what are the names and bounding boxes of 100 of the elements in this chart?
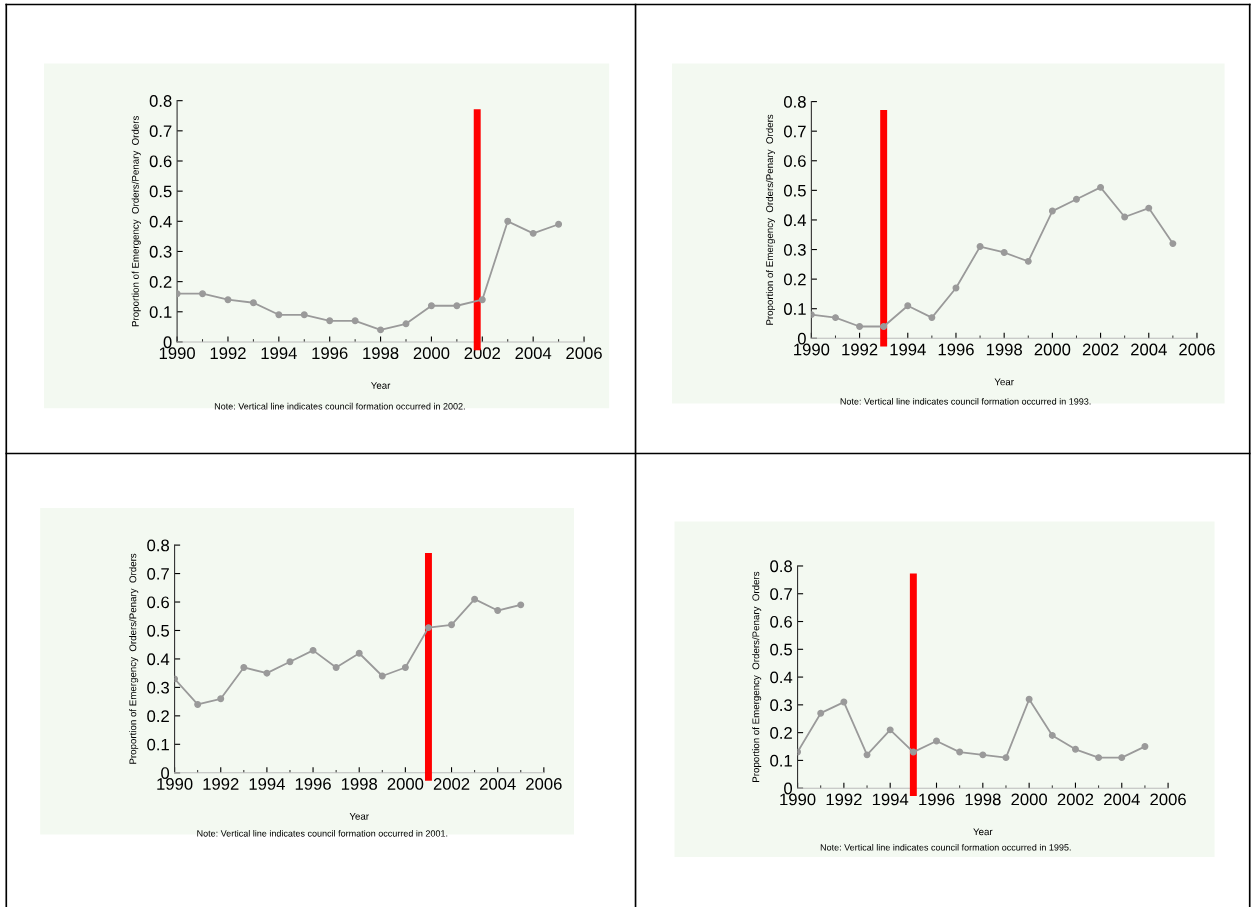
point bbox=[355, 649, 363, 657]
x-tick-label: 1996 bbox=[295, 778, 331, 790]
point bbox=[1169, 240, 1177, 248]
point bbox=[517, 601, 525, 609]
point bbox=[1000, 249, 1008, 256]
x-tick-label: 2002 bbox=[433, 778, 470, 790]
y-tick-label: 0.1 bbox=[147, 738, 169, 751]
y-tick-label: 0.5 bbox=[147, 624, 170, 637]
x-tick-label: 2004 bbox=[479, 778, 516, 790]
x-tick-label: 1994 bbox=[261, 347, 297, 360]
point bbox=[863, 751, 871, 759]
y-tick-label: 0.8 bbox=[149, 95, 172, 107]
y-tick-label: 0.7 bbox=[149, 125, 172, 138]
point bbox=[401, 663, 409, 671]
y-tick-label: 0.1 bbox=[784, 303, 806, 315]
x-tick-label: 1990 bbox=[159, 347, 195, 360]
y-tick-label: 0.3 bbox=[149, 245, 172, 258]
point bbox=[904, 302, 912, 310]
point bbox=[300, 311, 308, 319]
y-tick-label: 0.7 bbox=[784, 125, 806, 138]
y-tick-label: 0.4 bbox=[149, 215, 172, 228]
y-axis-title: Proportion of Emergency Orders/Penary Orders bbox=[765, 114, 776, 325]
y-tick-label: 0.2 bbox=[770, 727, 792, 739]
point bbox=[928, 314, 936, 322]
point bbox=[1141, 743, 1149, 750]
x-tick-label: 1992 bbox=[826, 793, 862, 806]
x-axis-title: Year bbox=[349, 812, 369, 820]
point bbox=[377, 326, 385, 334]
point bbox=[478, 296, 486, 304]
point bbox=[199, 290, 207, 298]
point bbox=[378, 672, 386, 680]
y-tick-label: 0.1 bbox=[770, 754, 792, 767]
point bbox=[448, 621, 456, 629]
y-tick-label: 0.6 bbox=[770, 615, 792, 628]
x-tick-label: 1992 bbox=[210, 347, 246, 360]
x-tick-label: 1994 bbox=[249, 778, 285, 790]
x-axis-title: Year bbox=[973, 828, 993, 836]
point bbox=[1097, 183, 1105, 191]
point bbox=[332, 663, 340, 671]
x-tick-label: 2006 bbox=[1150, 793, 1186, 806]
point bbox=[856, 323, 864, 330]
point bbox=[840, 698, 848, 706]
point bbox=[1095, 754, 1103, 762]
point bbox=[979, 751, 987, 759]
point bbox=[309, 646, 317, 654]
x-tick-label: 2006 bbox=[1179, 343, 1215, 356]
point bbox=[529, 229, 537, 237]
y-tick-label: 0.2 bbox=[147, 710, 169, 723]
x-tick-label: 1996 bbox=[938, 343, 974, 356]
point bbox=[1025, 695, 1033, 703]
text: Note: Vertical line indicates council formation occurred in 1993. bbox=[840, 398, 1091, 405]
point bbox=[240, 663, 248, 671]
point bbox=[351, 317, 359, 325]
y-tick-label: 0.8 bbox=[784, 95, 806, 108]
point bbox=[886, 726, 894, 734]
y-tick-label: 0.3 bbox=[770, 699, 792, 712]
point bbox=[275, 311, 283, 319]
y-tick-label: 0 bbox=[161, 767, 170, 779]
y-axis-title: Proportion of Emergency Orders/Penary Orders bbox=[131, 116, 141, 327]
point bbox=[224, 296, 232, 304]
point bbox=[832, 314, 839, 322]
point bbox=[933, 737, 940, 745]
text: Note: Vertical line indicates council formation occurred in 2001. bbox=[197, 830, 448, 837]
y-axis-title: Proportion of Emergency Orders/Penary Orders bbox=[129, 553, 139, 764]
point bbox=[1145, 204, 1153, 212]
point bbox=[1048, 731, 1056, 739]
y-tick-label: 0 bbox=[784, 782, 793, 795]
point bbox=[956, 748, 964, 756]
x-tick-label: 1998 bbox=[341, 778, 378, 790]
x-tick-label: 2000 bbox=[413, 347, 450, 360]
point bbox=[817, 709, 825, 717]
y-tick-label: 0.4 bbox=[147, 653, 170, 666]
point bbox=[424, 624, 432, 632]
point bbox=[263, 669, 271, 677]
text: Note: Vertical line indicates council formation occurred in 1995. bbox=[820, 843, 1071, 851]
x-tick-label: 1990 bbox=[157, 778, 193, 790]
y-tick-label: 0.1 bbox=[149, 306, 172, 318]
y-tick-label: 0.5 bbox=[149, 185, 172, 198]
y-tick-label: 0.5 bbox=[784, 184, 806, 197]
text: Note: Vertical line indicates council formation occurred in 2002. bbox=[214, 402, 465, 410]
x-axis-title: Year bbox=[994, 378, 1014, 386]
x-tick-label: 2004 bbox=[515, 347, 552, 360]
y-tick-label: 0 bbox=[163, 336, 172, 349]
point bbox=[555, 220, 563, 228]
point bbox=[1072, 195, 1080, 203]
y-tick-label: 0.8 bbox=[147, 539, 169, 552]
y-tick-label: 0.5 bbox=[770, 643, 792, 656]
x-tick-label: 1994 bbox=[890, 343, 926, 356]
y-tick-label: 0.7 bbox=[147, 567, 169, 580]
point bbox=[909, 748, 917, 756]
point bbox=[504, 217, 512, 225]
x-tick-label: 1996 bbox=[312, 347, 348, 360]
point bbox=[1024, 257, 1032, 265]
point bbox=[286, 658, 294, 666]
point bbox=[1071, 745, 1079, 753]
x-tick-label: 1992 bbox=[203, 778, 239, 790]
x-tick-label: 2002 bbox=[1057, 793, 1094, 806]
y-tick-label: 0.3 bbox=[147, 681, 169, 694]
x-tick-label: 2004 bbox=[1104, 793, 1140, 806]
x-tick-label: 1996 bbox=[919, 793, 955, 806]
